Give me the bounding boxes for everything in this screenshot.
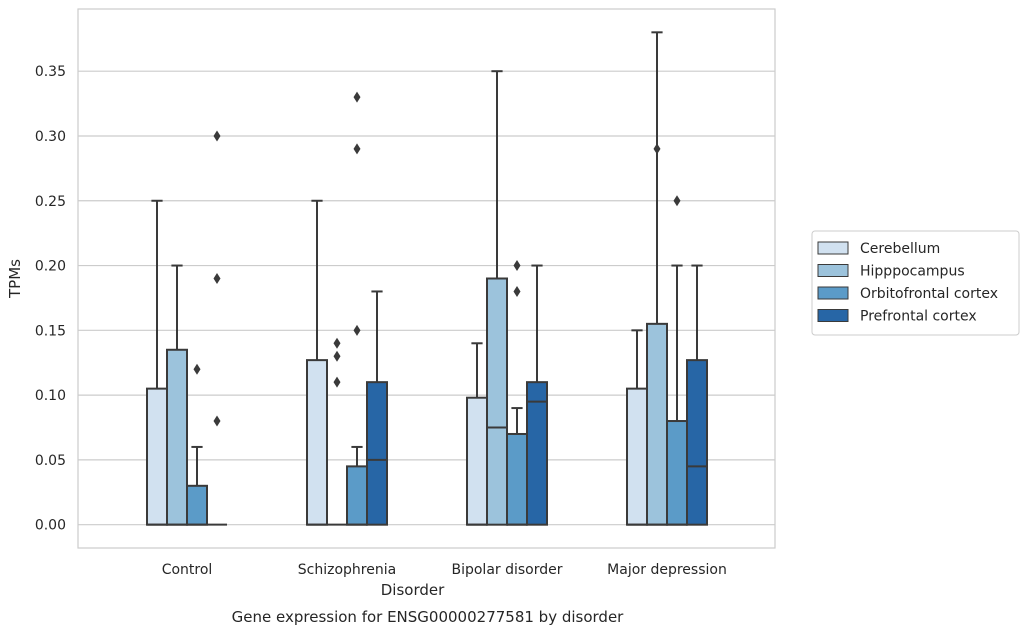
outlier-point bbox=[513, 260, 521, 272]
legend-swatch bbox=[817, 264, 849, 277]
box-body bbox=[666, 420, 688, 526]
box-orbitofrontal-cortex bbox=[666, 195, 688, 526]
box-body bbox=[146, 387, 168, 526]
legend-label: Orbitofrontal cortex bbox=[860, 286, 998, 302]
box-hipppocampus bbox=[166, 264, 188, 526]
box-prefrontal-cortex bbox=[207, 130, 227, 526]
x-tick-labels: Control Schizophrenia Bipolar disorder Majo… bbox=[162, 562, 727, 578]
y-tick-label: 0.00 bbox=[35, 518, 66, 534]
boxes-layer bbox=[146, 31, 708, 526]
outlier-point bbox=[213, 130, 221, 142]
outlier-point bbox=[353, 91, 361, 103]
y-tick-label: 0.15 bbox=[35, 323, 66, 339]
box-body bbox=[646, 322, 668, 526]
box-prefrontal-cortex bbox=[366, 290, 388, 526]
box-body bbox=[466, 396, 488, 526]
box-body bbox=[686, 359, 708, 526]
box-cerebellum bbox=[466, 342, 488, 526]
outlier-point bbox=[333, 376, 341, 388]
box-body bbox=[366, 381, 388, 526]
y-tick-labels: 0.00 0.05 0.10 0.15 0.20 0.25 0.30 0.35 bbox=[35, 64, 66, 533]
box-body bbox=[306, 359, 328, 526]
x-tick-label: Control bbox=[162, 562, 213, 578]
outlier-point bbox=[513, 285, 521, 297]
box-body bbox=[486, 277, 508, 526]
box-body bbox=[526, 381, 548, 526]
outlier-point bbox=[333, 337, 341, 349]
outlier-point bbox=[333, 350, 341, 362]
x-tick-label: Schizophrenia bbox=[298, 562, 396, 578]
legend-swatch bbox=[817, 286, 849, 300]
outlier-point bbox=[353, 143, 361, 155]
box-cerebellum bbox=[306, 199, 328, 526]
legend-swatch bbox=[817, 241, 849, 255]
x-tick-label: Bipolar disorder bbox=[451, 562, 562, 578]
x-tick-label: Major depression bbox=[607, 562, 727, 578]
outlier-point bbox=[213, 415, 221, 427]
box-body bbox=[166, 348, 188, 526]
outlier-point bbox=[213, 273, 221, 284]
box-body bbox=[186, 484, 208, 526]
box-hipppocampus bbox=[327, 337, 347, 526]
grid-lines bbox=[78, 70, 775, 526]
outlier-point bbox=[353, 324, 361, 336]
box-cerebellum bbox=[146, 199, 168, 526]
box-body bbox=[506, 432, 528, 526]
plot-frame bbox=[77, 8, 776, 549]
legend-frame bbox=[811, 230, 1020, 336]
box-orbitofrontal-cortex bbox=[186, 363, 208, 526]
y-tick-label: 0.25 bbox=[35, 194, 66, 210]
box-orbitofrontal-cortex bbox=[506, 260, 528, 526]
y-tick-label: 0.10 bbox=[35, 388, 66, 404]
y-tick-label: 0.20 bbox=[35, 259, 66, 275]
outlier-point bbox=[193, 363, 201, 375]
legend-swatch bbox=[817, 309, 849, 322]
legend-label: Hipppocampus bbox=[860, 264, 965, 280]
box-prefrontal-cortex bbox=[526, 264, 548, 526]
legend: Cerebellum Hipppocampus Orbitofrontal cort… bbox=[811, 230, 1020, 336]
outlier-point bbox=[673, 195, 681, 207]
y-tick-label: 0.30 bbox=[35, 129, 66, 145]
box-hipppocampus bbox=[646, 31, 668, 526]
box-hipppocampus bbox=[486, 70, 508, 526]
legend-label: Prefrontal cortex bbox=[860, 309, 977, 325]
box-prefrontal-cortex bbox=[686, 264, 708, 526]
x-axis-label: Disorder bbox=[381, 581, 445, 599]
y-tick-label: 0.05 bbox=[35, 453, 66, 469]
y-axis-label: TPMs bbox=[6, 259, 24, 299]
box-cerebellum bbox=[626, 329, 648, 526]
box-body bbox=[626, 387, 648, 526]
legend-label: Cerebellum bbox=[860, 241, 940, 257]
outlier-point bbox=[653, 143, 661, 155]
chart-caption: Gene expression for ENSG00000277581 by d… bbox=[232, 608, 625, 626]
y-tick-label: 0.35 bbox=[35, 64, 66, 80]
box-body bbox=[346, 465, 368, 526]
